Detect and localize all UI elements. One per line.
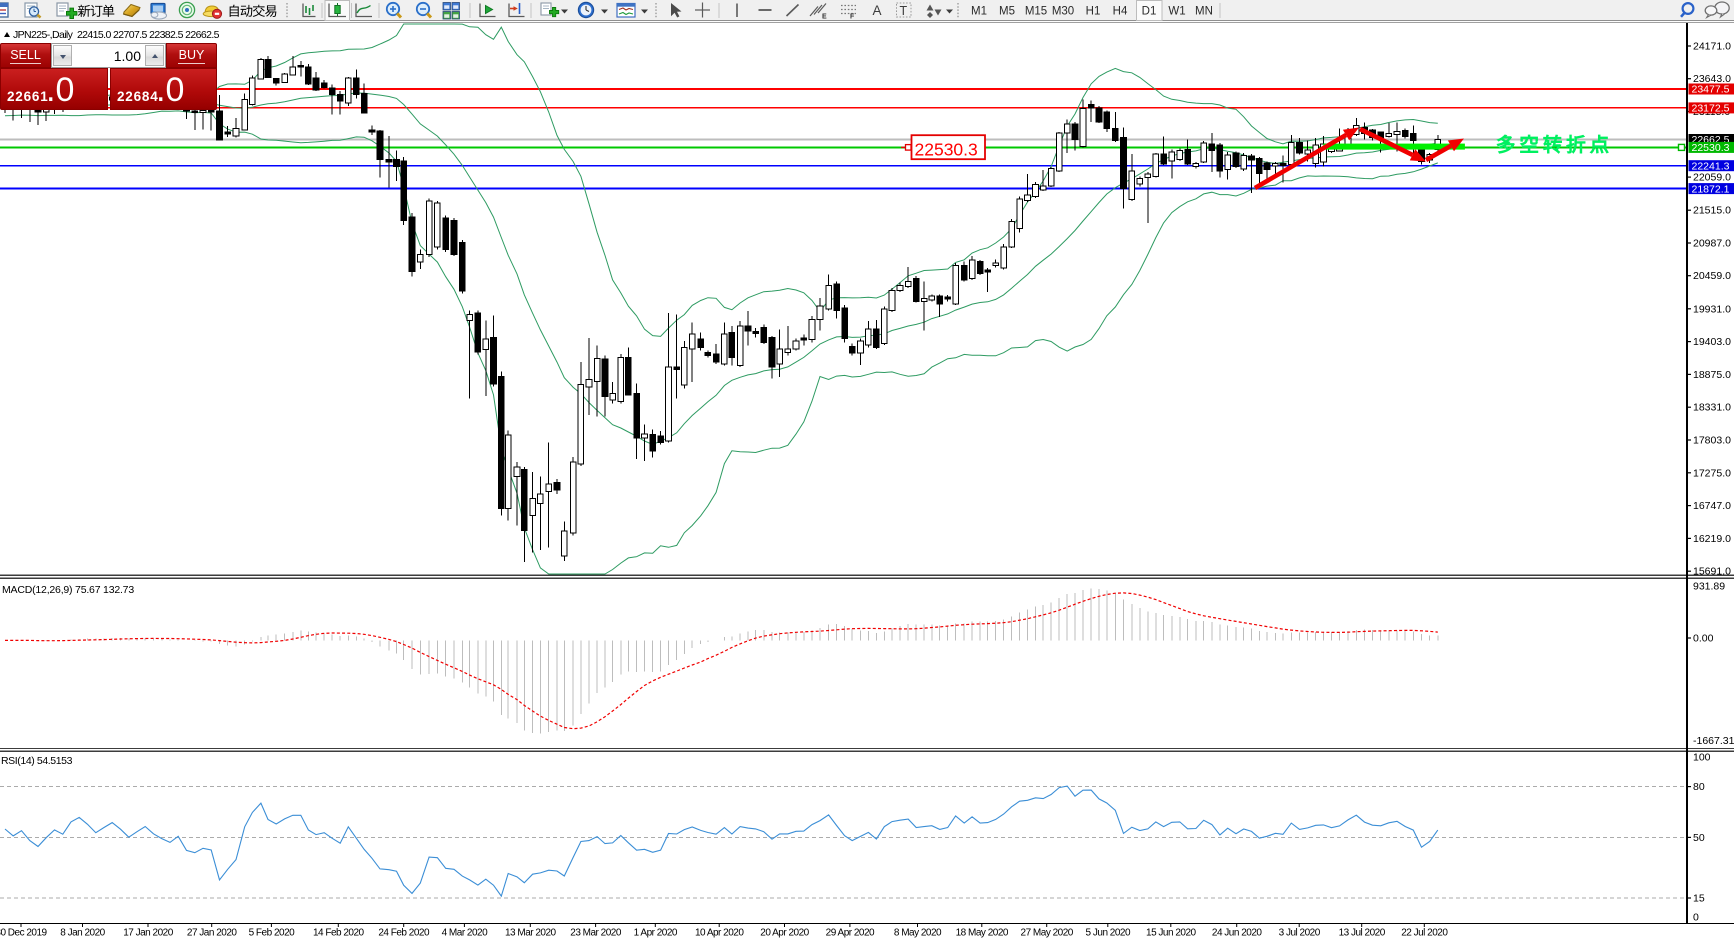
svg-text:21515.0: 21515.0 bbox=[1693, 205, 1731, 217]
svg-text:W1: W1 bbox=[1168, 6, 1185, 18]
svg-text:931.89: 931.89 bbox=[1693, 581, 1725, 593]
svg-text:8 Jan 2020: 8 Jan 2020 bbox=[60, 928, 105, 939]
svg-text:27 May 2020: 27 May 2020 bbox=[1021, 928, 1074, 939]
svg-text:10 Apr 2020: 10 Apr 2020 bbox=[695, 928, 744, 939]
svg-text:8 May 2020: 8 May 2020 bbox=[894, 928, 942, 939]
svg-text:0: 0 bbox=[1693, 912, 1699, 924]
svg-text:MN: MN bbox=[1195, 6, 1213, 18]
svg-text:1 Apr 2020: 1 Apr 2020 bbox=[634, 928, 678, 939]
svg-text:H4: H4 bbox=[1113, 6, 1128, 18]
svg-text:13 Mar 2020: 13 Mar 2020 bbox=[505, 928, 557, 939]
svg-text:15: 15 bbox=[1693, 893, 1705, 905]
svg-text:D1: D1 bbox=[1142, 6, 1157, 18]
svg-text:A: A bbox=[873, 3, 882, 18]
svg-text:27 Jan 2020: 27 Jan 2020 bbox=[187, 928, 237, 939]
svg-text:5 Feb 2020: 5 Feb 2020 bbox=[249, 928, 296, 939]
svg-text:H1: H1 bbox=[1086, 6, 1101, 18]
svg-text:22530.3: 22530.3 bbox=[915, 140, 978, 160]
svg-text:18331.0: 18331.0 bbox=[1693, 402, 1731, 414]
svg-text:16219.0: 16219.0 bbox=[1693, 533, 1731, 545]
svg-text:22530.3: 22530.3 bbox=[1692, 142, 1730, 154]
svg-text:15691.0: 15691.0 bbox=[1693, 566, 1731, 578]
svg-text:50: 50 bbox=[1693, 832, 1705, 844]
svg-text:M5: M5 bbox=[999, 6, 1015, 18]
svg-text:20987.0: 20987.0 bbox=[1693, 238, 1731, 250]
svg-text:0.00: 0.00 bbox=[1693, 633, 1714, 645]
svg-text:14 Feb 2020: 14 Feb 2020 bbox=[313, 928, 365, 939]
svg-text:29 Apr 2020: 29 Apr 2020 bbox=[826, 928, 875, 939]
svg-text:M15: M15 bbox=[1025, 6, 1047, 18]
svg-text:100: 100 bbox=[1693, 752, 1711, 764]
svg-text:18875.0: 18875.0 bbox=[1693, 369, 1731, 381]
svg-text:20 Apr 2020: 20 Apr 2020 bbox=[760, 928, 809, 939]
svg-text:4 Mar 2020: 4 Mar 2020 bbox=[442, 928, 489, 939]
svg-text:18 May 2020: 18 May 2020 bbox=[956, 928, 1009, 939]
svg-text:T: T bbox=[900, 4, 908, 18]
svg-text:30 Dec 2019: 30 Dec 2019 bbox=[0, 928, 48, 939]
svg-text:17 Jan 2020: 17 Jan 2020 bbox=[123, 928, 173, 939]
svg-text:16747.0: 16747.0 bbox=[1693, 500, 1731, 512]
svg-text:22059.0: 22059.0 bbox=[1693, 172, 1731, 184]
svg-text:23643.0: 23643.0 bbox=[1693, 73, 1731, 85]
svg-text:80: 80 bbox=[1693, 781, 1705, 793]
svg-text:3 Jul 2020: 3 Jul 2020 bbox=[1279, 928, 1321, 939]
svg-text:E: E bbox=[822, 14, 827, 21]
svg-text:22 Jul 2020: 22 Jul 2020 bbox=[1401, 928, 1448, 939]
svg-text:19931.0: 19931.0 bbox=[1693, 303, 1731, 315]
svg-text:M30: M30 bbox=[1052, 6, 1074, 18]
svg-text:19403.0: 19403.0 bbox=[1693, 336, 1731, 348]
svg-text:24 Jun 2020: 24 Jun 2020 bbox=[1212, 928, 1262, 939]
svg-text:20459.0: 20459.0 bbox=[1693, 270, 1731, 282]
svg-text:5 Jun 2020: 5 Jun 2020 bbox=[1086, 928, 1131, 939]
svg-text:23 Mar 2020: 23 Mar 2020 bbox=[570, 928, 622, 939]
svg-text:23172.5: 23172.5 bbox=[1692, 103, 1730, 115]
svg-text:24 Feb 2020: 24 Feb 2020 bbox=[378, 928, 430, 939]
svg-text:21872.1: 21872.1 bbox=[1692, 183, 1730, 195]
svg-text:22241.3: 22241.3 bbox=[1692, 160, 1730, 172]
svg-text:15 Jun 2020: 15 Jun 2020 bbox=[1146, 928, 1196, 939]
svg-text:-1667.31: -1667.31 bbox=[1693, 735, 1734, 747]
svg-text:23477.5: 23477.5 bbox=[1692, 84, 1730, 96]
svg-text:M1: M1 bbox=[971, 6, 987, 18]
svg-text:24171.0: 24171.0 bbox=[1693, 41, 1731, 53]
svg-text:13 Jul 2020: 13 Jul 2020 bbox=[1339, 928, 1386, 939]
svg-text:F: F bbox=[850, 14, 855, 21]
svg-text:17803.0: 17803.0 bbox=[1693, 435, 1731, 447]
svg-text:17275.0: 17275.0 bbox=[1693, 467, 1731, 479]
